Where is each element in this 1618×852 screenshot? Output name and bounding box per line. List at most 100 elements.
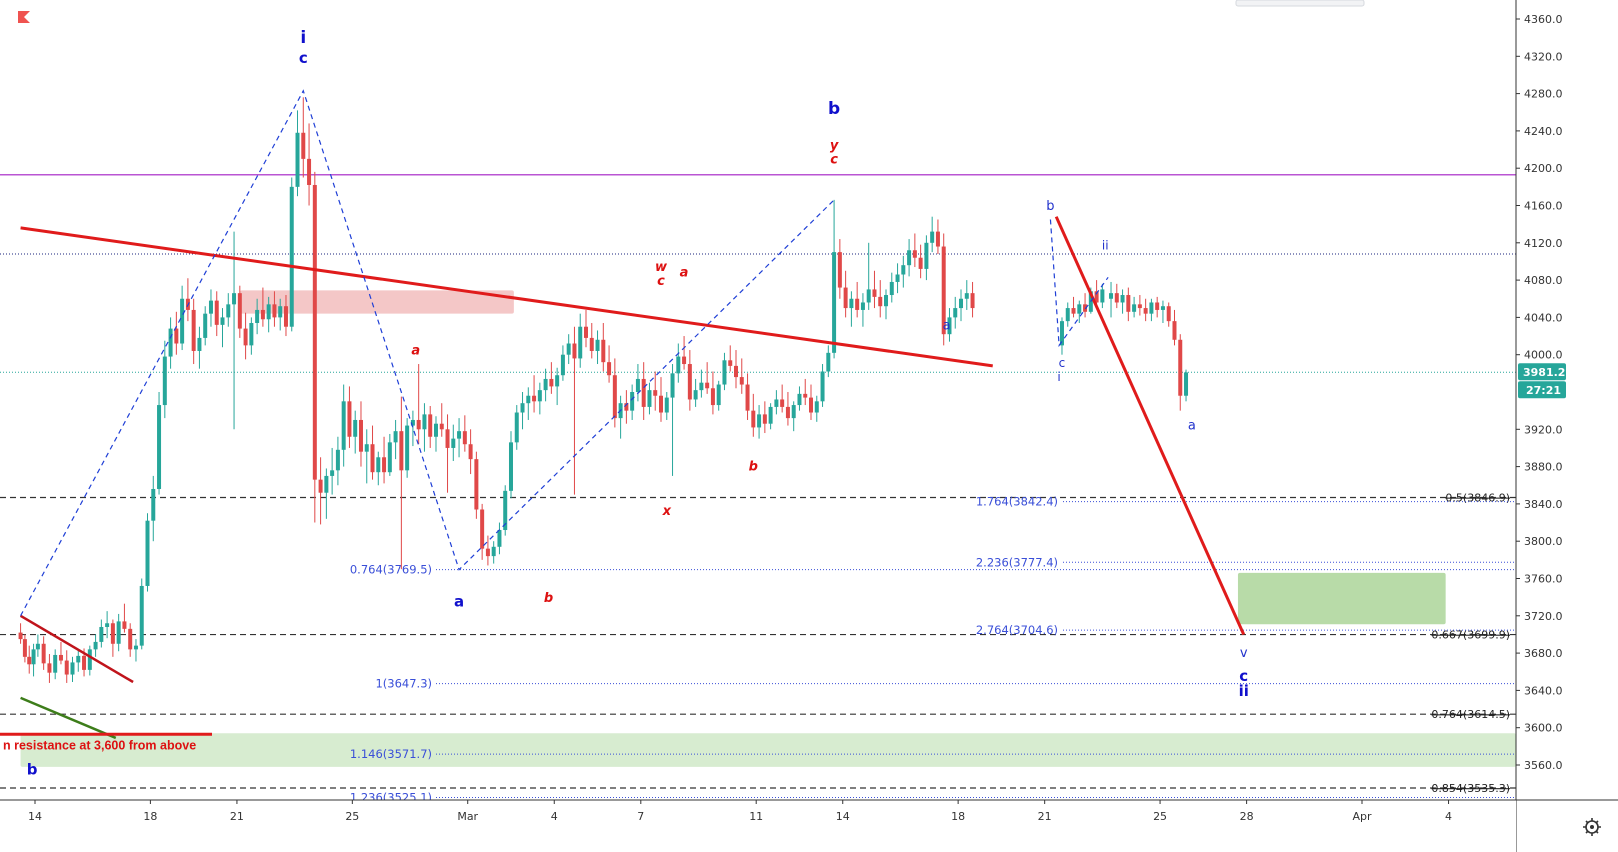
- candle-c-body-0: [1059, 321, 1064, 346]
- candle-body-77: [457, 431, 462, 439]
- price-tag: [1518, 363, 1566, 381]
- candle-body-22: [139, 585, 144, 646]
- candle-body-120: [705, 382, 710, 389]
- candle-body-90: [532, 395, 537, 402]
- wave-label-13: c: [830, 153, 838, 168]
- candle-body-118: [693, 390, 698, 400]
- candle-body-83: [491, 546, 496, 557]
- candle-c-body-3: [1077, 304, 1082, 314]
- candle-b-body-8: [762, 414, 767, 424]
- candle-b-body-23: [849, 298, 854, 309]
- candle-d-body-5: [1137, 304, 1142, 309]
- x-tick-label-8: 14: [836, 810, 850, 823]
- candle-body-100: [589, 337, 594, 351]
- candle-body-73: [433, 423, 438, 437]
- wave-label-5: a: [411, 344, 420, 359]
- candle-b-body-30: [889, 281, 894, 296]
- symbol-flag-icon[interactable]: [18, 11, 30, 23]
- candle-b-body-26: [866, 289, 871, 303]
- candle-c-body-2: [1071, 308, 1076, 314]
- candle-b-body-19: [826, 352, 831, 372]
- hline-label-4: 0.667(3699.9): [1431, 629, 1510, 642]
- y-tick-label-16: 3680.0: [1524, 647, 1563, 660]
- candle-b-body-2: [728, 360, 733, 366]
- candle-d-body-3: [1126, 295, 1131, 312]
- toolbar-panel[interactable]: [1235, 0, 1365, 7]
- fib-right-label-0: 1.764(3842.4): [976, 495, 1058, 509]
- wave-label-4: b: [828, 99, 840, 119]
- candle-body-63: [376, 457, 381, 473]
- candle-body-44: [266, 304, 271, 320]
- candle-body-78: [462, 431, 467, 445]
- candle-b-body-42: [959, 298, 964, 309]
- candle-body-88: [520, 403, 525, 413]
- candle-body-6: [47, 663, 52, 673]
- candle-body-45: [272, 304, 277, 318]
- wave-label-6: b: [544, 591, 553, 606]
- candle-body-95: [560, 354, 565, 376]
- candle-body-121: [710, 388, 715, 406]
- candle-body-54: [324, 475, 329, 493]
- candle-b-body-16: [809, 397, 814, 413]
- candle-body-96: [566, 343, 571, 355]
- y-tick-label-0: 4360.0: [1524, 13, 1563, 26]
- candle-body-87: [514, 412, 519, 443]
- candle-body-31: [191, 309, 196, 351]
- resistance-note: n resistance at 3,600 from above: [3, 738, 196, 752]
- candle-b-body-3: [734, 365, 739, 378]
- candle-body-93: [549, 378, 554, 387]
- hline-label-6: 0.854(3535.3): [1431, 782, 1510, 795]
- trend-line-3: [1054, 216, 1246, 636]
- candle-d-body-8: [1155, 302, 1160, 310]
- candle-b-body-33: [907, 250, 912, 266]
- candle-body-58: [347, 401, 352, 437]
- candle-body-86: [508, 442, 513, 491]
- candle-c-body-6: [1094, 291, 1099, 303]
- candle-body-81: [480, 509, 485, 549]
- candle-b-body-34: [912, 250, 917, 258]
- candle-body-69: [410, 419, 415, 426]
- candle-body-43: [260, 309, 265, 320]
- candle-b-body-25: [860, 302, 865, 310]
- y-tick-label-9: 4000.0: [1524, 349, 1563, 362]
- wave-label-3: b: [27, 760, 38, 778]
- y-tick-label-10: 3920.0: [1524, 423, 1563, 436]
- candle-body-75: [445, 429, 450, 448]
- y-tick-label-1: 4320.0: [1524, 50, 1563, 63]
- settings-gear-icon[interactable]: [1583, 818, 1601, 836]
- candle-b-body-6: [751, 410, 756, 428]
- small-wave-label-0: b: [1046, 199, 1054, 214]
- x-tick-label-6: 7: [637, 810, 644, 823]
- candle-body-85: [503, 490, 508, 531]
- candle-body-14: [93, 641, 98, 650]
- y-tick-label-12: 3840.0: [1524, 498, 1563, 511]
- fib-right-label-1: 2.236(3777.4): [976, 555, 1058, 569]
- candle-d-body-2: [1120, 295, 1125, 303]
- candle-body-17: [110, 623, 115, 644]
- wave-label-10: x: [662, 504, 672, 519]
- candle-body-46: [278, 306, 283, 318]
- candle-body-119: [699, 382, 704, 391]
- y-tick-label-7: 4080.0: [1524, 274, 1563, 287]
- candle-d-body-1: [1114, 293, 1119, 303]
- candle-body-66: [393, 431, 398, 443]
- y-tick-label-8: 4040.0: [1524, 311, 1563, 324]
- candle-body-114: [670, 373, 675, 398]
- candle-b-body-35: [918, 257, 923, 269]
- candle-body-47: [283, 306, 288, 327]
- candle-c-body-4: [1083, 304, 1088, 312]
- candle-body-82: [485, 548, 490, 557]
- y-tick-label-11: 3880.0: [1524, 461, 1563, 474]
- candle-body-36: [220, 317, 225, 325]
- candle-body-56: [335, 449, 340, 471]
- wave-label-1: c: [299, 49, 308, 67]
- candle-body-117: [687, 364, 692, 400]
- candle-body-7: [53, 654, 58, 673]
- candle-b-body-1: [722, 360, 727, 385]
- candle-body-53: [318, 479, 323, 493]
- candle-body-39: [237, 293, 242, 329]
- trend-line-2: [20, 696, 117, 740]
- candle-body-115: [676, 356, 681, 374]
- zone-2: [20, 733, 1517, 767]
